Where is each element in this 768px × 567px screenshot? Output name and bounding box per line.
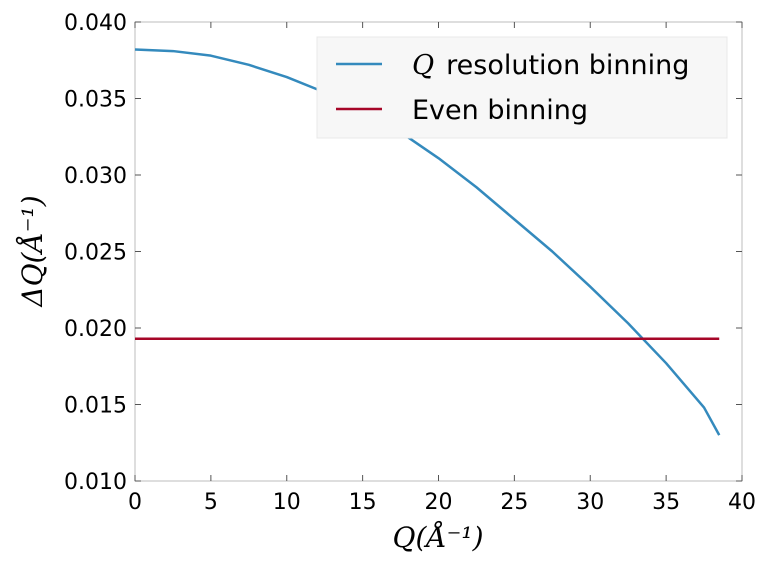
- legend-label-even: Even binning: [412, 95, 588, 126]
- y-tick-label: 0.010: [64, 470, 127, 495]
- legend-label-q-resolution: Q resolution binning: [412, 50, 689, 81]
- y-tick-label: 0.040: [64, 11, 127, 36]
- y-tick-label: 0.030: [64, 164, 127, 189]
- x-tick-label: 25: [500, 490, 528, 515]
- series-lines: [134, 48, 721, 436]
- y-tick-labels: 0.010 0.015 0.020 0.025 0.030 0.035 0.040: [64, 11, 127, 495]
- x-tick-label: 30: [576, 490, 604, 515]
- x-tick-labels: 0 5 10 15 20 25 30 35 40: [128, 490, 756, 515]
- y-tick-label: 0.025: [64, 241, 127, 266]
- legend-math-q: Q: [412, 50, 434, 81]
- y-axis-title: ΔQ(Å⁻¹): [16, 195, 49, 307]
- x-tick-label: 5: [204, 490, 218, 515]
- legend-text-q: resolution binning: [446, 50, 689, 81]
- x-tick-label: 20: [425, 490, 453, 515]
- ticks: [134, 21, 743, 482]
- y-tick-label: 0.015: [64, 394, 127, 419]
- x-tick-label: 40: [728, 490, 756, 515]
- x-axis-title: Q(Å⁻¹): [392, 521, 483, 554]
- x-tick-label: 35: [652, 490, 680, 515]
- x-tick-label: 10: [273, 490, 301, 515]
- legend-box: [316, 36, 728, 139]
- legend: Q resolution binning Even binning: [316, 36, 728, 139]
- series-line-q-resolution: [134, 48, 721, 436]
- x-tick-label: 0: [128, 490, 142, 515]
- x-tick-label: 15: [349, 490, 377, 515]
- y-tick-label: 0.020: [64, 317, 127, 342]
- y-tick-label: 0.035: [64, 88, 127, 113]
